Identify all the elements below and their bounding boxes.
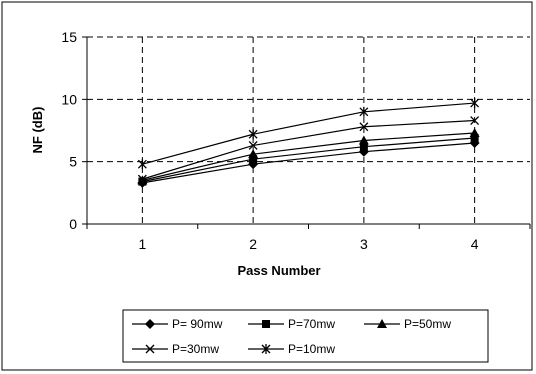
series-5-point	[359, 106, 369, 117]
x-tick-label: 1	[138, 236, 146, 252]
legend-label-4: P=30mw	[172, 342, 219, 356]
series-4-point-stroke	[470, 116, 480, 125]
series-5-point	[470, 98, 480, 109]
legend-label-1: P= 90mw	[172, 317, 223, 331]
x-tick-label: 3	[360, 236, 368, 252]
series-4-point	[248, 141, 258, 150]
series-3-point	[358, 135, 369, 145]
series-line-1	[142, 142, 475, 184]
legend: P= 90mw P=70mw P=50mw P=30mw P=10mw	[132, 317, 451, 356]
series-line-5	[142, 102, 475, 165]
series-line-3	[142, 132, 475, 181]
series-2-point	[359, 142, 368, 151]
legend-marker-4	[145, 344, 155, 354]
legend-marker-5	[261, 344, 271, 354]
series-4-point-stroke	[137, 174, 147, 184]
series-line-4	[142, 119, 475, 180]
y-tick-label: 10	[61, 91, 77, 107]
legend-label-2: P=70mw	[288, 317, 335, 331]
series-4-point-stroke	[248, 141, 258, 150]
series-4-point	[470, 116, 480, 125]
series-line-2	[142, 137, 475, 183]
legend-label-5: P=10mw	[288, 342, 335, 356]
y-tick-label: 15	[61, 29, 77, 45]
legend-marker-4-stroke	[145, 344, 155, 354]
y-tick-label: 5	[69, 154, 77, 170]
x-tick-label: 4	[471, 236, 479, 252]
y-tick-label: 0	[69, 216, 77, 232]
x-tick-label: 2	[249, 236, 257, 252]
series-layer	[137, 98, 480, 188]
series-3-point	[248, 149, 259, 159]
legend-box	[122, 309, 489, 363]
legend-marker-1	[145, 319, 155, 329]
legend-label-3: P=50mw	[404, 317, 451, 331]
legend-marker-2	[262, 320, 270, 328]
series-2-point	[470, 133, 479, 142]
x-axis-title: Pass Number	[237, 263, 320, 278]
series-5-point	[248, 129, 258, 140]
series-4-point	[359, 122, 369, 132]
series-5-point	[137, 159, 147, 170]
series-4-point	[137, 174, 147, 184]
y-axis-title: NF (dB)	[30, 107, 45, 154]
series-3-point	[469, 127, 480, 137]
legend-marker-3	[377, 319, 387, 328]
series-2-point	[249, 155, 258, 164]
series-4-point-stroke	[359, 122, 369, 132]
axis-layer: 0 5 10 15 1 2 3 4	[61, 29, 531, 252]
